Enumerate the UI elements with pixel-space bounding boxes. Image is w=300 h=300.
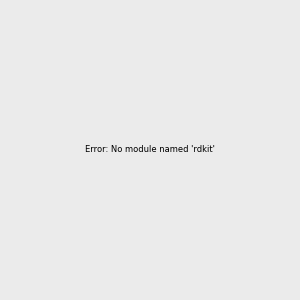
Text: Error: No module named 'rdkit': Error: No module named 'rdkit' — [85, 146, 215, 154]
